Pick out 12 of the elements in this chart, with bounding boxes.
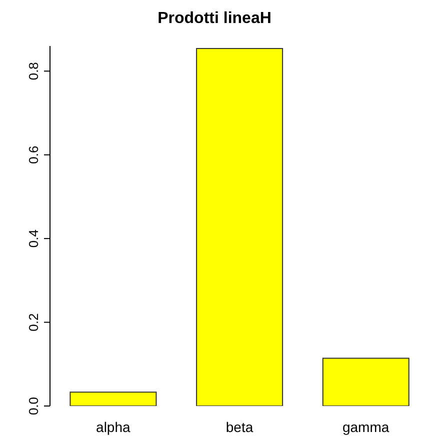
chart-title: Prodotti lineaH — [156, 10, 272, 28]
y-tick-label: 0.4 — [26, 230, 41, 248]
y-tick-label: 0.2 — [26, 313, 41, 332]
bar — [196, 48, 284, 406]
x-tick-label: gamma — [342, 418, 390, 435]
x-tick-label: alpha — [96, 418, 131, 435]
y-tick-label: 0.0 — [26, 396, 41, 416]
bar — [322, 358, 410, 406]
y-tick-label: 0.8 — [26, 62, 41, 80]
x-tick-label: beta — [226, 418, 254, 435]
bar — [70, 392, 157, 406]
y-tick-label: 0.6 — [26, 146, 41, 164]
